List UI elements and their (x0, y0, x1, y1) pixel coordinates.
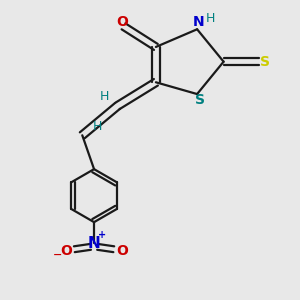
Text: S: S (195, 93, 205, 107)
Text: H: H (92, 120, 102, 133)
Text: N: N (193, 15, 204, 29)
Text: S: S (260, 55, 270, 69)
Text: H: H (206, 13, 215, 26)
Text: +: + (98, 230, 106, 240)
Text: H: H (100, 91, 109, 103)
Text: O: O (60, 244, 72, 258)
Text: N: N (88, 236, 100, 251)
Text: O: O (116, 244, 128, 258)
Text: −: − (53, 250, 62, 260)
Text: O: O (116, 15, 128, 29)
